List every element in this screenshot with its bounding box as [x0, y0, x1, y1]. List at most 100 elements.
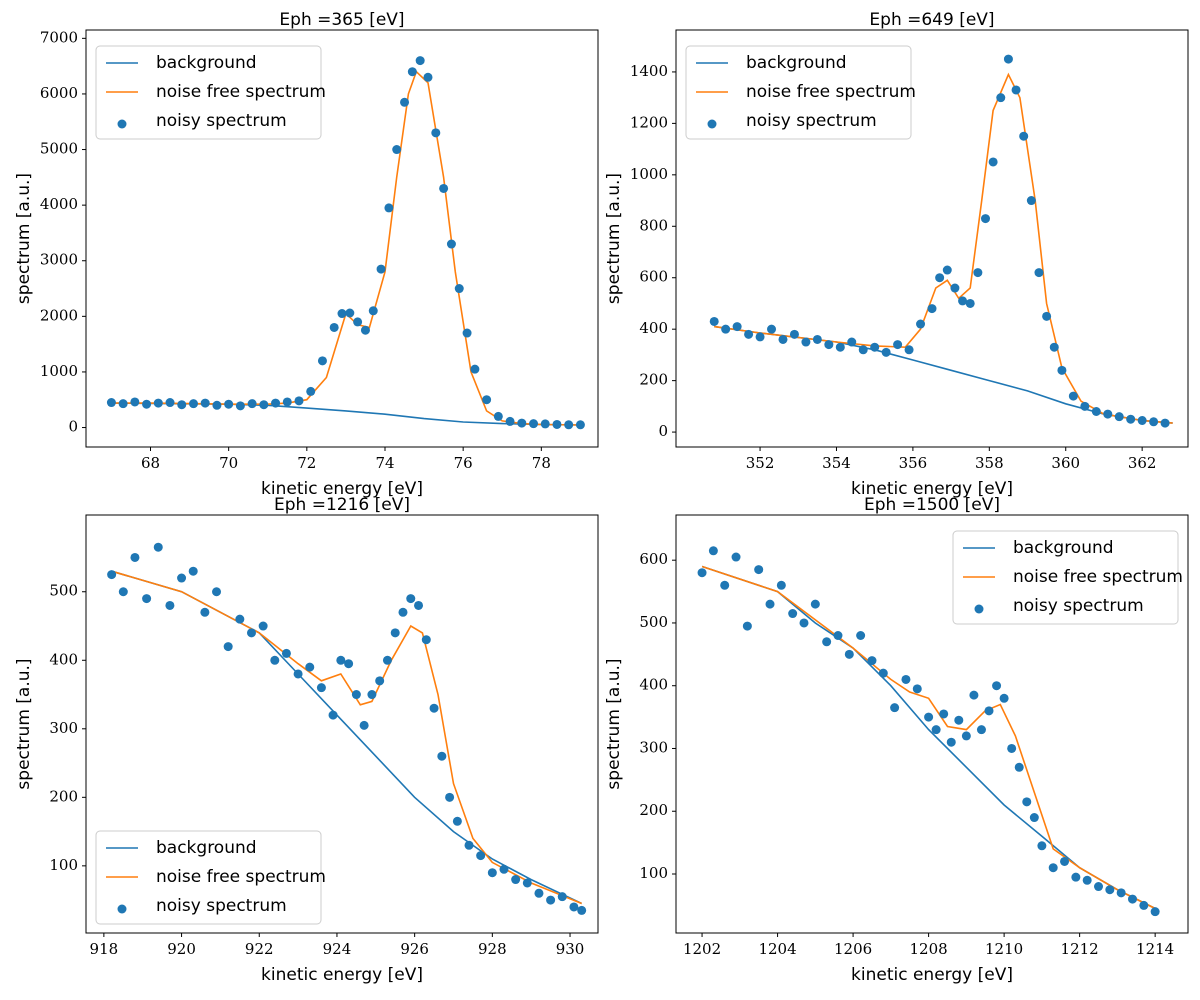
scatter-point	[1011, 85, 1021, 95]
scatter-point	[901, 674, 911, 684]
scatter-point	[522, 878, 532, 888]
scatter-point	[950, 283, 960, 293]
scatter-point	[437, 751, 447, 761]
scatter-point	[376, 264, 386, 274]
scatter-point	[867, 656, 877, 666]
scatter-point	[1103, 409, 1113, 419]
scatter-point	[212, 587, 222, 597]
scatter-point	[165, 600, 175, 610]
x-tick-label: 1202	[683, 940, 721, 958]
scatter-point	[988, 157, 998, 167]
scatter-point	[980, 214, 990, 224]
y-tick-label: 300	[639, 738, 668, 756]
scatter-point	[778, 334, 788, 344]
scatter-point	[1105, 885, 1115, 895]
y-tick-label: 200	[639, 801, 668, 819]
scatter-point	[316, 683, 326, 693]
scatter-point	[130, 552, 140, 562]
scatter-point	[935, 273, 945, 283]
scatter-point	[731, 552, 741, 562]
scatter-point	[406, 594, 416, 604]
scatter-point	[1014, 762, 1024, 772]
legend-frame	[95, 45, 322, 140]
scatter-point	[1080, 401, 1090, 411]
scatter-point	[462, 328, 472, 338]
scatter-point	[916, 319, 926, 329]
scatter-point	[946, 737, 956, 747]
legend-marker	[974, 604, 984, 614]
scatter-point	[1082, 875, 1092, 885]
scatter-point	[976, 725, 986, 735]
x-tick-label: 920	[167, 940, 196, 958]
scatter-point	[493, 411, 503, 421]
scatter-point	[235, 614, 245, 624]
scatter-point	[398, 607, 408, 617]
scatter-point	[708, 546, 718, 556]
y-tick-label: 3000	[40, 251, 78, 269]
scatter-point	[1114, 412, 1124, 422]
axes-frame	[85, 29, 599, 448]
subplot: Eph =649 [eV] kinetic energy [eV] spectrum…	[604, 10, 1189, 499]
legend-marker	[117, 119, 127, 129]
scatter-point	[223, 642, 233, 652]
scatter-point	[942, 265, 952, 275]
axes-frame	[675, 29, 1189, 448]
x-tick-label: 924	[323, 940, 352, 958]
scatter-point	[801, 337, 811, 347]
x-tick-label: 928	[478, 940, 507, 958]
scatter-point	[812, 334, 822, 344]
x-tick-label: 1210	[985, 940, 1023, 958]
scatter-point	[407, 67, 417, 77]
scatter-point	[564, 420, 574, 430]
y-tick-label: 1400	[630, 62, 668, 80]
y-axis-label: spectrum [a.u.]	[604, 173, 624, 304]
scatter-point	[961, 731, 971, 741]
y-tick-label: 200	[639, 371, 668, 389]
scatter-point	[246, 628, 256, 638]
x-tick-label: 356	[899, 454, 928, 472]
scatter-point	[294, 396, 304, 406]
scatter-point	[847, 337, 857, 347]
y-tick-label: 600	[639, 268, 668, 286]
scatter-point	[529, 419, 539, 429]
scatter-point	[353, 317, 363, 327]
scatter-point	[188, 399, 198, 409]
x-axis-label: kinetic energy [eV]	[261, 965, 423, 985]
scatter-point	[247, 399, 257, 409]
scatter-point	[305, 662, 315, 672]
scatter-point	[742, 621, 752, 631]
scatter-point	[511, 875, 521, 885]
plot-area	[709, 54, 1173, 428]
plot-area	[106, 56, 585, 430]
scatter-point	[954, 715, 964, 725]
scatter-point	[212, 400, 222, 410]
y-tick-label: 1000	[630, 165, 668, 183]
scatter-point	[118, 587, 128, 597]
scatter-point	[454, 284, 464, 294]
legend-label: noise free spectrum	[1013, 567, 1183, 587]
y-tick-label: 1200	[630, 113, 668, 131]
x-axis-label: kinetic energy [eV]	[261, 479, 423, 499]
scatter-point	[118, 399, 128, 409]
subplot: Eph =365 [eV] kinetic energy [eV] spectrum…	[14, 10, 599, 499]
scatter-point	[799, 618, 809, 628]
scatter-point	[732, 322, 742, 332]
y-axis-label: spectrum [a.u.]	[14, 173, 34, 304]
scatter-point	[423, 72, 433, 82]
legend-frame	[952, 530, 1179, 625]
scatter-point	[165, 398, 175, 408]
scatter-point	[881, 347, 891, 357]
legend: background noise free spectrum noisy spect…	[952, 530, 1183, 625]
chart-title: Eph =365 [eV]	[279, 10, 404, 30]
scatter-point	[476, 851, 486, 861]
scatter-point	[969, 690, 979, 700]
scatter-point	[1094, 882, 1104, 892]
scatter-point	[487, 868, 497, 878]
scatter-point	[499, 864, 509, 874]
x-tick-label: 918	[90, 940, 119, 958]
scatter-point	[996, 93, 1006, 103]
scatter-point	[1048, 863, 1058, 873]
x-tick-label: 926	[400, 940, 429, 958]
scatter-point	[931, 725, 941, 735]
scatter-point	[306, 386, 316, 396]
